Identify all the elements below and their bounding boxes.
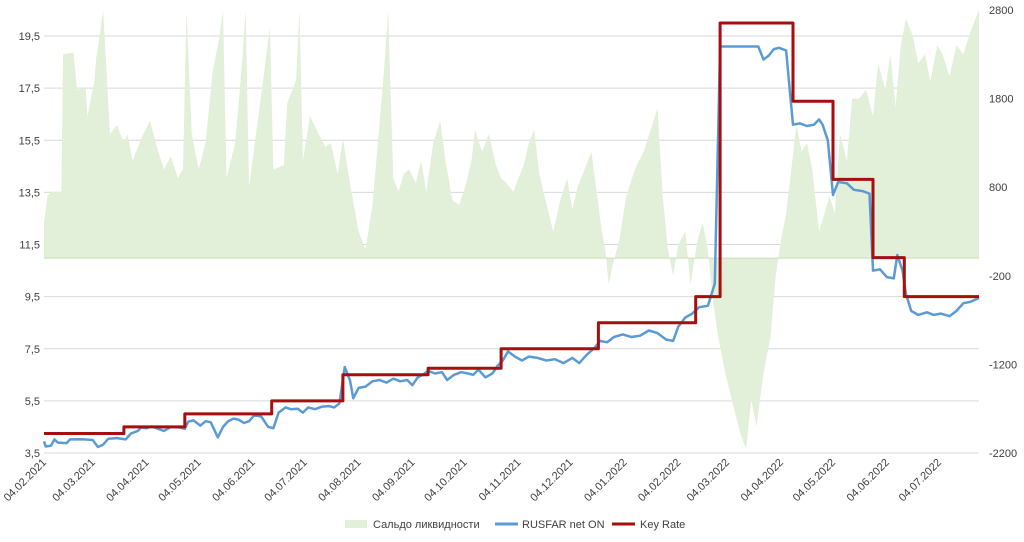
x-tick-label: 04.12.2021: [528, 457, 575, 504]
series-liquidity-area: [44, 10, 979, 449]
x-axis-ticks: 04.02.2021 04.03.2021 04.04.2021 04.05.2021…: [2, 457, 944, 504]
line-series-layer: [42, 21, 980, 449]
y-left-tick-label: 3,5: [25, 448, 40, 460]
y-right-tick-label: -2200: [989, 448, 1017, 460]
series-key-rate-line: [44, 21, 979, 435]
y-left-tick-label: 11,5: [19, 240, 40, 252]
legend: Сальдо ликвидности RUSFAR net ON Key Rat…: [345, 519, 685, 531]
x-tick-label: 04.01.2022: [582, 457, 629, 504]
x-tick-label: 04.07.2021: [262, 457, 309, 504]
y-left-tick-label: 7,5: [25, 344, 40, 356]
y-right-tick-label: 2800: [989, 5, 1013, 17]
y-left-tick-label: 9,5: [25, 292, 40, 304]
legend-label-key-rate: Key Rate: [640, 519, 685, 531]
x-tick-label: 04.10.2021: [422, 457, 469, 504]
y-left-tick-label: 5,5: [25, 396, 40, 408]
x-tick-label: 04.07.2022: [897, 457, 944, 504]
x-tick-label: 04.02.2021: [2, 457, 49, 504]
y-right-tick-label: 1800: [989, 94, 1013, 106]
legend-label-liquidity: Сальдо ликвидности: [373, 519, 480, 531]
x-tick-label: 04.09.2021: [370, 457, 417, 504]
x-tick-label: 04.06.2021: [210, 457, 257, 504]
x-tick-label: 04.05.2022: [791, 457, 838, 504]
x-tick-label: 04.11.2021: [477, 457, 524, 504]
y-right-tick-label: -200: [989, 271, 1011, 283]
x-tick-label: 04.05.2021: [156, 457, 203, 504]
y-left-tick-label: 19,5: [19, 31, 40, 43]
y-right-tick-label: 800: [989, 182, 1007, 194]
y-right-tick-label: -1200: [989, 359, 1017, 371]
left-axis-ticks: 3,5 5,5 7,5 9,5 11,5 13,5 15,5 17,5 19,5: [19, 31, 40, 460]
x-tick-label: 04.04.2021: [104, 457, 151, 504]
y-left-tick-label: 15,5: [19, 135, 40, 147]
x-tick-label: 04.03.2021: [50, 457, 97, 504]
legend-swatch-liquidity: [345, 520, 367, 528]
y-left-tick-label: 13,5: [19, 187, 40, 199]
x-tick-label: 04.03.2022: [685, 457, 732, 504]
right-axis-ticks: -2200 -1200 -200 800 1800 2800: [989, 5, 1017, 460]
x-tick-label: 04.08.2021: [316, 457, 363, 504]
x-tick-label: 04.06.2022: [845, 457, 892, 504]
y-left-tick-label: 17,5: [19, 83, 40, 95]
x-tick-label: 04.02.2022: [636, 457, 683, 504]
legend-label-rusfar: RUSFAR net ON: [522, 519, 605, 531]
x-tick-label: 04.04.2022: [739, 457, 786, 504]
liquidity-area-layer: [44, 10, 979, 449]
